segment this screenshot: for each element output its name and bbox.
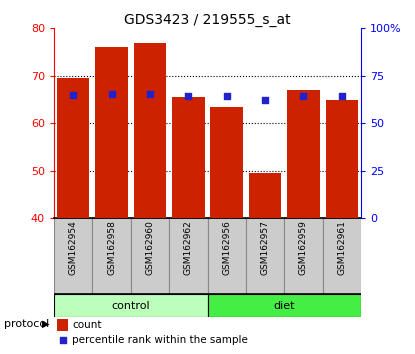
Bar xyxy=(208,294,361,318)
Text: GSM162959: GSM162959 xyxy=(299,221,308,275)
Point xyxy=(339,93,345,98)
Point xyxy=(59,338,66,343)
Bar xyxy=(169,218,208,294)
Text: GSM162957: GSM162957 xyxy=(261,221,270,275)
Text: GSM162961: GSM162961 xyxy=(337,221,347,275)
Text: GSM162958: GSM162958 xyxy=(107,221,116,275)
Title: GDS3423 / 219555_s_at: GDS3423 / 219555_s_at xyxy=(124,13,291,27)
Bar xyxy=(54,218,92,294)
Text: GSM162962: GSM162962 xyxy=(184,221,193,275)
Point xyxy=(262,97,269,102)
Bar xyxy=(249,173,281,218)
Text: control: control xyxy=(111,301,150,311)
Bar xyxy=(54,294,208,318)
Point xyxy=(185,93,192,98)
Bar xyxy=(284,218,323,294)
Bar xyxy=(208,218,246,294)
Text: GSM162956: GSM162956 xyxy=(222,221,231,275)
Text: count: count xyxy=(72,320,102,330)
Bar xyxy=(134,42,166,218)
Bar xyxy=(57,319,68,331)
Bar xyxy=(131,218,169,294)
Text: GSM162960: GSM162960 xyxy=(145,221,154,275)
Point xyxy=(146,91,153,97)
Text: GSM162954: GSM162954 xyxy=(68,221,78,275)
Text: protocol: protocol xyxy=(4,319,49,329)
Bar xyxy=(287,90,320,218)
Text: ▶: ▶ xyxy=(42,319,49,329)
Point xyxy=(223,93,230,98)
Bar xyxy=(172,97,205,218)
Bar xyxy=(246,218,284,294)
Text: percentile rank within the sample: percentile rank within the sample xyxy=(72,336,248,346)
Bar xyxy=(210,107,243,218)
Bar xyxy=(93,218,131,294)
Point xyxy=(300,93,307,98)
Point xyxy=(108,91,115,97)
Point xyxy=(70,92,76,98)
Bar xyxy=(57,78,90,218)
Bar xyxy=(323,218,361,294)
Bar xyxy=(95,47,128,218)
Bar xyxy=(325,99,358,218)
Text: diet: diet xyxy=(273,301,295,311)
